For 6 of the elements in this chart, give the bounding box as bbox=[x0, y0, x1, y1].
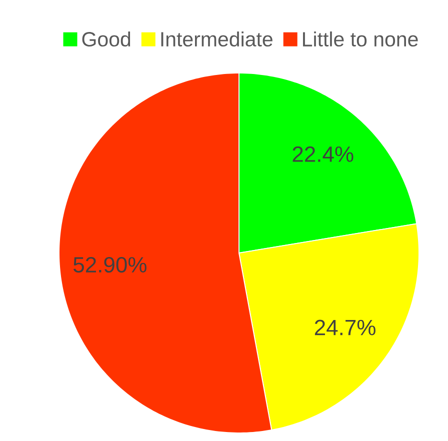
legend-label: Little to none bbox=[303, 31, 418, 47]
legend-label: Intermediate bbox=[161, 31, 272, 47]
legend-label: Good bbox=[82, 31, 130, 47]
data-label: 24.7% bbox=[314, 320, 376, 336]
data-label: 52.90% bbox=[74, 256, 146, 273]
data-label: 22.4% bbox=[292, 146, 354, 162]
